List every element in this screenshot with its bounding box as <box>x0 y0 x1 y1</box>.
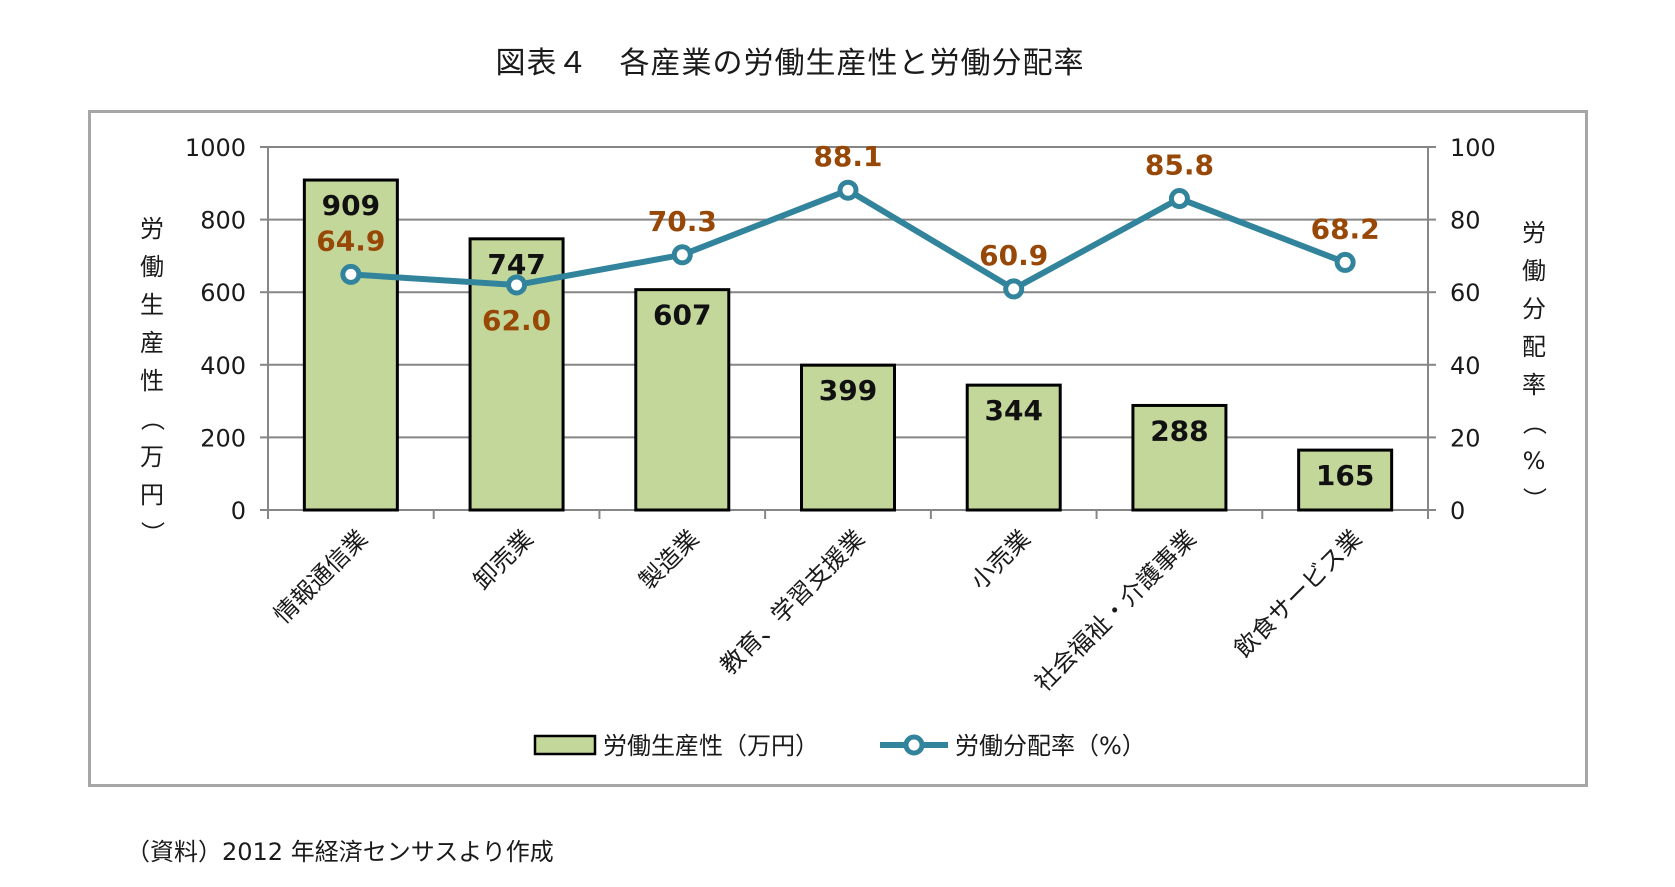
y-tick-label-right: 60 <box>1450 279 1481 307</box>
axis-title-char: 万 <box>140 443 164 471</box>
bar <box>1131 403 1228 512</box>
bar-value-label: 607 <box>653 299 711 332</box>
x-category-label: 卸売業 <box>468 524 539 595</box>
line-value-label: 64.9 <box>316 224 385 257</box>
bar-value-label: 288 <box>1150 414 1208 447</box>
axis-title-char: 産 <box>140 329 164 357</box>
line-point <box>671 244 693 266</box>
y-tick-label-right: 100 <box>1450 134 1496 162</box>
x-category-label: 教育、学習支援業 <box>715 524 871 680</box>
line-point <box>1168 188 1190 210</box>
line-point <box>506 274 528 296</box>
legend-line-label: 労働分配率（%） <box>955 732 1146 760</box>
bar-value-label: 344 <box>984 394 1042 427</box>
line-point <box>1003 278 1025 300</box>
x-category-label: 小売業 <box>965 524 1036 595</box>
axis-title-char: ） <box>138 521 166 545</box>
axis-title-char: （ <box>138 407 166 431</box>
axis-title-char: 労 <box>140 215 164 243</box>
axis-title-char: （ <box>1520 411 1548 435</box>
bar <box>634 288 731 512</box>
y-tick-label-left: 0 <box>231 497 246 525</box>
line-point <box>837 179 859 201</box>
source-note: （資料）2012 年経済センサスより作成 <box>126 838 554 866</box>
chart-frame <box>88 110 1588 787</box>
line-value-label: 60.9 <box>979 239 1048 272</box>
bar <box>800 363 896 512</box>
axis-title-char: % <box>1522 447 1546 475</box>
y-tick-label-left: 600 <box>200 279 246 307</box>
x-category-label: 情報通信業 <box>268 524 373 629</box>
y-tick-label-left: 400 <box>200 352 246 380</box>
line-value-label: 68.2 <box>1311 212 1380 245</box>
legend-bar-label: 労働生産性（万円） <box>603 732 819 760</box>
bar <box>302 178 399 512</box>
axis-title-char: 配 <box>1522 333 1546 361</box>
line-value-label: 70.3 <box>648 205 717 238</box>
axis-title-char: 円 <box>140 481 164 509</box>
y-axis-right-title: 労働分配率 （% ） <box>1519 214 1549 518</box>
y-axis-left-title: 労働生産性 （ 万円 ） <box>137 210 167 552</box>
y-tick-label-right: 0 <box>1450 497 1465 525</box>
x-category-label: 飲食サービス業 <box>1229 524 1368 663</box>
line-value-label: 85.8 <box>1145 149 1214 182</box>
bar-value-label: 909 <box>322 189 380 222</box>
axis-title-char: ） <box>1520 487 1548 511</box>
x-category-label: 製造業 <box>634 524 705 595</box>
axis-title-char: 率 <box>1522 371 1546 399</box>
y-tick-label-left: 1000 <box>185 134 246 162</box>
axis-title-char: 労 <box>1522 219 1546 247</box>
y-tick-label-left: 200 <box>200 424 246 452</box>
bar <box>965 383 1062 512</box>
line-point <box>1334 251 1356 273</box>
bar <box>1297 448 1394 512</box>
legend-bar-swatch <box>533 734 597 756</box>
axis-title-char: 働 <box>140 253 164 281</box>
axis-title-char: 働 <box>1522 257 1546 285</box>
axis-title-char: 分 <box>1522 295 1546 323</box>
y-tick-label-right: 80 <box>1450 207 1481 235</box>
y-tick-label-right: 20 <box>1450 424 1481 452</box>
x-category-label: 社会福祉・介護事業 <box>1029 524 1202 697</box>
chart-title: 図表４ 各産業の労働生産性と労働分配率 <box>495 46 1085 81</box>
bar-value-label: 165 <box>1316 459 1374 492</box>
axis-title-char: 性 <box>140 367 164 395</box>
line-point <box>340 263 362 285</box>
bar-value-label: 399 <box>819 374 877 407</box>
line-value-label: 88.1 <box>813 140 882 173</box>
line-value-label: 62.0 <box>482 304 551 337</box>
y-tick-label-left: 800 <box>200 207 246 235</box>
legend-line-marker <box>903 734 925 756</box>
axis-title-char: 生 <box>140 291 164 319</box>
y-tick-label-right: 40 <box>1450 352 1481 380</box>
